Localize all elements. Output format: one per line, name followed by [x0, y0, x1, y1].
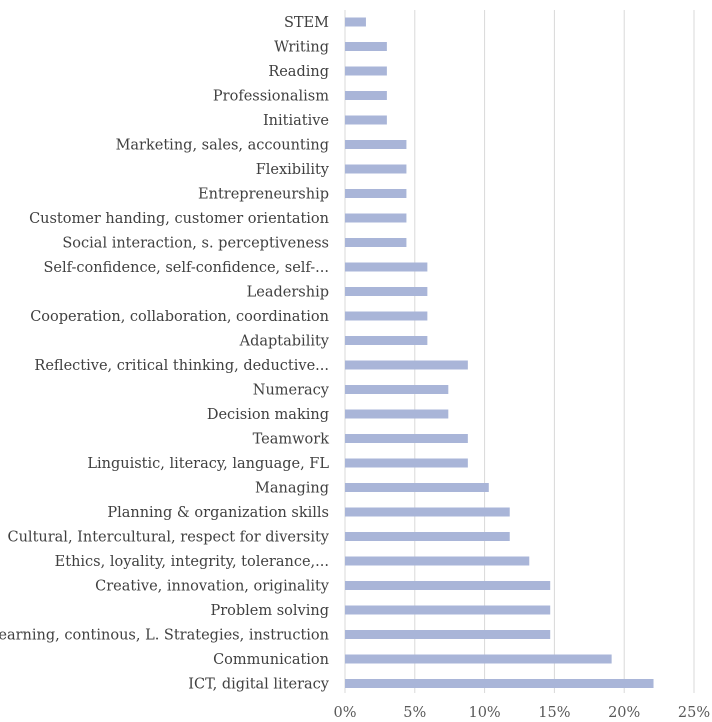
category-label: Writing [274, 40, 329, 56]
bar [345, 140, 407, 149]
bar [345, 679, 654, 688]
bar [345, 532, 510, 541]
category-label: Cooperation, collaboration, coordination [30, 309, 329, 325]
bar [345, 17, 366, 27]
category-label: Teamwork [253, 432, 330, 448]
category-label: Leadership [247, 285, 329, 301]
category-label: Adaptability [239, 334, 330, 350]
bar [345, 630, 551, 639]
category-label: Problem solving [210, 603, 329, 619]
x-tick-label: 0% [333, 705, 356, 721]
bar [345, 189, 407, 198]
bar [345, 311, 428, 321]
category-label: Cultural, Intercultural, respect for div… [8, 530, 330, 546]
bar [345, 605, 551, 615]
bar [345, 483, 489, 492]
category-label: Managing [255, 481, 329, 497]
bar [345, 458, 468, 468]
x-axis-ticks: 0% 5% 10% 15% 20% 25% [333, 705, 710, 721]
category-label: Planning & organization skills [107, 505, 329, 521]
x-tick-label: 5% [403, 705, 426, 721]
bar [345, 654, 612, 664]
category-label: Creative, innovation, originality [95, 579, 330, 595]
category-label: Flexibility [256, 162, 330, 178]
bar [345, 115, 387, 125]
bar [345, 385, 449, 394]
category-label: Initiative [263, 113, 329, 129]
category-label: Ethics, loyality, integrity, tolerance,.… [55, 554, 329, 570]
category-label: ICT, digital literacy [188, 677, 330, 693]
bar [345, 91, 387, 100]
category-label: Learning, continous, L. Strategies, inst… [0, 628, 329, 644]
bar [345, 287, 428, 296]
bar [345, 434, 468, 443]
category-label: Self-confidence, self-confidence, self-.… [43, 260, 329, 276]
x-tick-label: 15% [538, 705, 570, 721]
category-label: Reflective, critical thinking, deductive… [34, 358, 329, 374]
x-tick-label: 25% [678, 705, 710, 721]
gridlines [344, 10, 695, 693]
bar [345, 581, 551, 590]
bar [345, 238, 407, 247]
x-tick-label: 10% [468, 705, 500, 721]
bar [345, 409, 449, 419]
category-labels: STEM Writing Reading Professionalism Initiat… [0, 15, 330, 693]
bars [345, 17, 654, 688]
category-label: STEM [284, 15, 329, 31]
category-label: Social interaction, s. perceptiveness [62, 236, 329, 252]
x-tick-label: 20% [608, 705, 640, 721]
category-label: Decision making [207, 407, 329, 423]
category-label: Entrepreneurship [198, 187, 329, 203]
bar [345, 164, 407, 174]
category-label: Communication [213, 652, 329, 668]
category-label: Linguistic, literacy, language, FL [87, 456, 329, 472]
bar [345, 42, 387, 51]
category-label: Marketing, sales, accounting [116, 138, 329, 154]
bar [345, 360, 468, 370]
bar [345, 507, 510, 517]
category-label: Customer handing, customer orientation [29, 211, 329, 227]
category-label: Reading [268, 64, 329, 80]
bar [345, 262, 428, 272]
bar [345, 66, 387, 76]
category-label: Numeracy [253, 383, 330, 399]
bar [345, 556, 530, 566]
bar [345, 213, 407, 223]
bar [345, 336, 428, 345]
category-label: Professionalism [213, 89, 329, 105]
